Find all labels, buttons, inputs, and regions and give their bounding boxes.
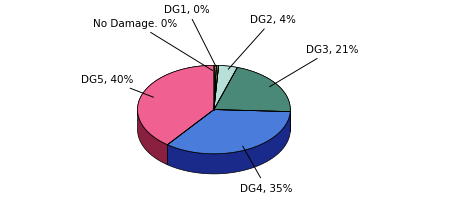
Polygon shape (137, 111, 167, 165)
Polygon shape (213, 68, 290, 112)
Polygon shape (213, 66, 237, 110)
Polygon shape (213, 66, 216, 110)
Polygon shape (213, 66, 216, 110)
Polygon shape (167, 110, 290, 154)
Text: No Damage. 0%: No Damage. 0% (93, 19, 212, 71)
Polygon shape (167, 110, 290, 154)
Polygon shape (213, 66, 218, 110)
Polygon shape (167, 112, 290, 174)
Text: DG4, 35%: DG4, 35% (240, 146, 292, 193)
Text: DG1, 0%: DG1, 0% (164, 5, 215, 67)
Polygon shape (137, 66, 213, 145)
Polygon shape (213, 66, 237, 110)
Text: DG5, 40%: DG5, 40% (81, 75, 153, 98)
Polygon shape (137, 66, 213, 145)
Polygon shape (213, 68, 290, 112)
Text: DG2, 4%: DG2, 4% (228, 15, 295, 70)
Text: DG3, 21%: DG3, 21% (269, 45, 358, 87)
Polygon shape (213, 66, 218, 110)
